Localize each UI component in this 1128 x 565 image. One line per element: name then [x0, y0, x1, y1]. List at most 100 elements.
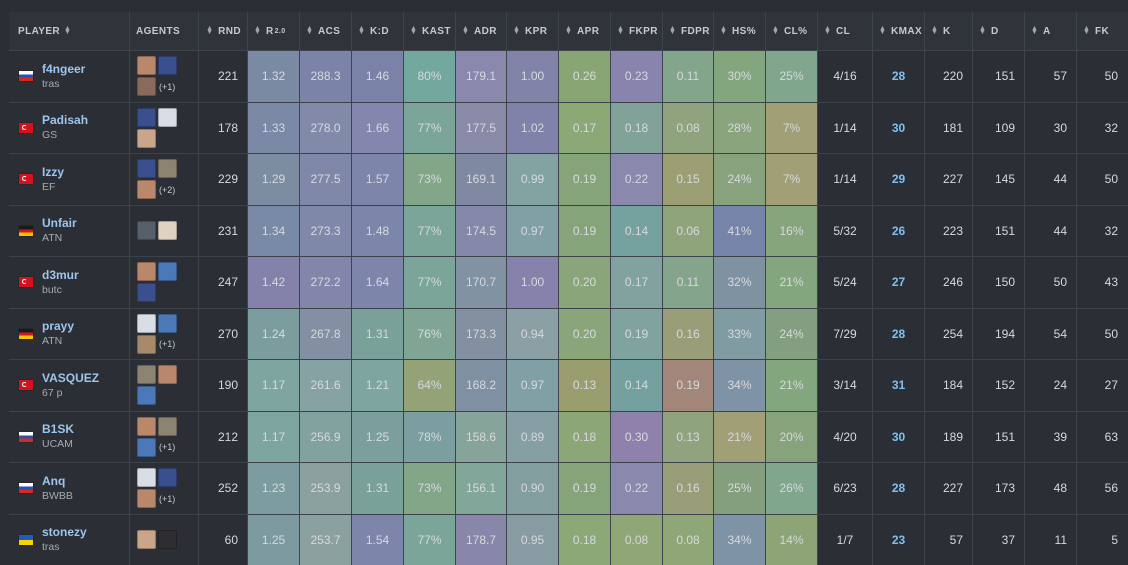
sort-icon[interactable]: ▲▼ — [824, 27, 831, 35]
header-apr[interactable]: ▲▼APR — [558, 12, 610, 50]
player-team: tras — [42, 78, 85, 91]
player-name[interactable]: d3mur — [42, 268, 79, 282]
stat-apr-cell: 0.17 — [558, 103, 610, 154]
assists-cell: 50 — [1024, 257, 1076, 308]
sort-icon[interactable]: ▲▼ — [1083, 27, 1090, 35]
sort-icon[interactable]: ▲▼ — [879, 27, 886, 35]
clutch-cell: 1/14 — [817, 103, 872, 154]
stat-fkpr-cell: 0.17 — [610, 257, 662, 308]
country-flag-icon — [19, 535, 33, 545]
sort-icon[interactable]: ▲▼ — [410, 27, 417, 35]
header-kd[interactable]: ▲▼K:D — [351, 12, 403, 50]
stat-adr-cell: 170.7 — [455, 257, 506, 308]
stat-apr-cell: 0.18 — [558, 515, 610, 565]
stat-fdpr-cell: 0.15 — [662, 154, 713, 205]
sort-icon[interactable]: ▲▼ — [64, 27, 71, 35]
player-name[interactable]: prayy — [42, 319, 74, 333]
kills-cell: 181 — [924, 103, 972, 154]
agent-portrait-icon — [158, 159, 177, 178]
header-a[interactable]: ▲▼A — [1024, 12, 1076, 50]
clutch-cell: 4/20 — [817, 412, 872, 463]
header-kmax[interactable]: ▲▼KMAX — [872, 12, 924, 50]
agents-cell — [129, 257, 198, 308]
sort-icon[interactable]: ▲▼ — [306, 27, 313, 35]
rounds-cell: 60 — [198, 515, 247, 565]
player-name[interactable]: VASQUEZ — [42, 371, 99, 385]
player-cell[interactable]: B1SK UCAM — [9, 412, 129, 463]
header-cl-percent[interactable]: ▲▼CL% — [765, 12, 817, 50]
sort-icon[interactable]: ▲▼ — [206, 27, 213, 35]
player-name[interactable]: f4ngeer — [42, 62, 85, 76]
stat-acs-cell: 267.8 — [299, 309, 351, 360]
player-name[interactable]: Izzy — [42, 165, 64, 179]
player-cell[interactable]: f4ngeer tras — [9, 51, 129, 102]
sort-icon[interactable]: ▲▼ — [254, 27, 261, 35]
sort-icon[interactable]: ▲▼ — [565, 27, 572, 35]
header-cl[interactable]: ▲▼CL — [817, 12, 872, 50]
header-kpr[interactable]: ▲▼KPR — [506, 12, 558, 50]
player-team: GS — [42, 129, 88, 142]
assists-cell: 11 — [1024, 515, 1076, 565]
stat-hs-cell: 34% — [713, 360, 765, 411]
stat-fkpr-cell: 0.14 — [610, 206, 662, 257]
agents-cell: (+1) — [129, 412, 198, 463]
header-fk[interactable]: ▲▼FK — [1076, 12, 1127, 50]
header-hs[interactable]: ▲▼HS% — [713, 12, 765, 50]
stat-kd-cell: 1.31 — [351, 309, 403, 360]
stat-kpr-cell: 0.99 — [506, 154, 558, 205]
more-agents-label: (+1) — [159, 442, 175, 452]
header-adr[interactable]: ▲▼ADR — [455, 12, 506, 50]
header-fkpr[interactable]: ▲▼FKPR — [610, 12, 662, 50]
sort-icon[interactable]: ▲▼ — [1031, 27, 1038, 35]
header-rnd[interactable]: ▲▼RND — [198, 12, 247, 50]
stat-kpr-cell: 0.94 — [506, 309, 558, 360]
sort-icon[interactable]: ▲▼ — [358, 27, 365, 35]
sort-icon[interactable]: ▲▼ — [720, 27, 727, 35]
player-name[interactable]: Padisah — [42, 113, 88, 127]
agent-portrait-icon — [137, 56, 156, 75]
stat-kast-cell: 76% — [403, 309, 455, 360]
stat-acs-cell: 277.5 — [299, 154, 351, 205]
agent-portrait-icon — [158, 221, 177, 240]
sort-icon[interactable]: ▲▼ — [979, 27, 986, 35]
player-name[interactable]: Anq — [42, 474, 73, 488]
player-cell[interactable]: Padisah GS — [9, 103, 129, 154]
first-kills-cell: 43 — [1076, 257, 1127, 308]
header-player[interactable]: PLAYER▲▼ — [9, 12, 129, 50]
player-team: UCAM — [42, 438, 74, 451]
sort-icon[interactable]: ▲▼ — [462, 27, 469, 35]
sort-icon[interactable]: ▲▼ — [617, 27, 624, 35]
header-k[interactable]: ▲▼K — [924, 12, 972, 50]
header-acs[interactable]: ▲▼ACS — [299, 12, 351, 50]
header-fdpr[interactable]: ▲▼FDPR — [662, 12, 713, 50]
deaths-cell: 152 — [972, 360, 1024, 411]
stat-hs-cell: 34% — [713, 515, 765, 565]
header-d[interactable]: ▲▼D — [972, 12, 1024, 50]
sort-icon[interactable]: ▲▼ — [669, 27, 676, 35]
agents-cell: (+1) — [129, 309, 198, 360]
sort-icon[interactable]: ▲▼ — [772, 27, 779, 35]
rounds-cell: 212 — [198, 412, 247, 463]
kills-cell: 227 — [924, 154, 972, 205]
player-name[interactable]: stonezy — [42, 525, 87, 539]
agent-portrait-icon — [158, 56, 177, 75]
deaths-cell: 194 — [972, 309, 1024, 360]
first-kills-cell: 50 — [1076, 51, 1127, 102]
sort-icon[interactable]: ▲▼ — [931, 27, 938, 35]
sort-icon[interactable]: ▲▼ — [513, 27, 520, 35]
header-kast[interactable]: ▲▼KAST — [403, 12, 455, 50]
player-name[interactable]: Unfair — [42, 216, 77, 230]
stat-fdpr-cell: 0.11 — [662, 51, 713, 102]
stat-fdpr-cell: 0.08 — [662, 103, 713, 154]
player-name[interactable]: B1SK — [42, 422, 74, 436]
